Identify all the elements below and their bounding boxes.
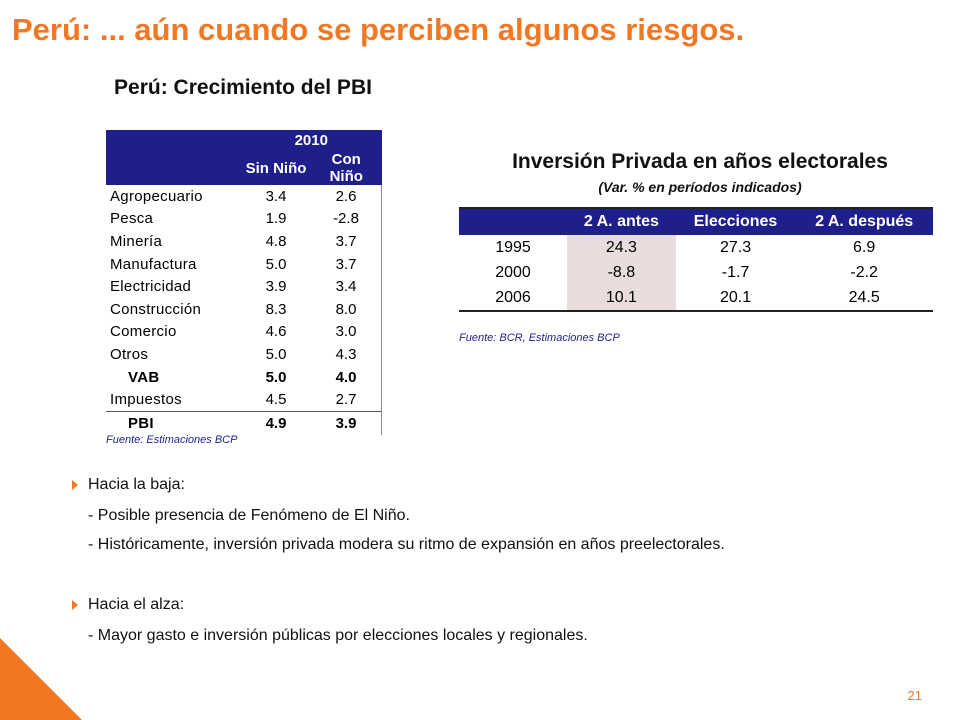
table-row: Comercio 4.6 3.0 — [106, 320, 382, 344]
cell-con-nino: 3.7 — [311, 230, 382, 253]
cell-con-nino: 4.3 — [311, 343, 382, 366]
cell-elecciones: 27.3 — [719, 238, 752, 256]
pbi-header-sin-nino: Sin Niño — [241, 151, 311, 185]
arrow-right-icon — [72, 480, 78, 490]
table-row: Construcción 8.3 8.0 — [106, 297, 382, 321]
inversion-table: 2 A. antes Elecciones 2 A. después 1995 2… — [459, 207, 933, 312]
cell-sin-nino: 4.5 — [265, 391, 287, 409]
cell-sin-nino: 5.0 — [265, 345, 287, 363]
inversion-table-subtitle: (Var. % en períodos indicados) — [598, 179, 802, 195]
pbi-header-con-nino: Con Niño — [311, 151, 382, 185]
cell-antes: -8.8 — [567, 260, 676, 285]
row-label: PBI — [106, 410, 241, 435]
cell-year: 1995 — [495, 238, 531, 256]
cell-con-nino: 3.7 — [311, 252, 382, 276]
cell-con-nino: -2.8 — [311, 207, 382, 231]
cell-con-nino: 2.7 — [311, 388, 382, 412]
table-row: Minería 4.8 3.7 — [106, 230, 382, 253]
bullet-item: - Mayor gasto e inversión públicas por e… — [88, 627, 588, 644]
cell-sin-nino: 5.0 — [265, 368, 287, 386]
cell-year: 2006 — [459, 285, 567, 312]
row-label: Otros — [110, 345, 149, 363]
pbi-header-blank — [106, 130, 241, 185]
table-row: Otros 5.0 4.3 — [106, 343, 382, 366]
row-label: Impuestos — [110, 391, 182, 409]
inversion-header-row: 2 A. antes Elecciones 2 A. después — [459, 207, 933, 235]
bullet-heading: Hacia la baja: — [88, 476, 185, 493]
page-number: 21 — [907, 688, 922, 703]
row-label: Minería — [110, 232, 163, 250]
row-label: Comercio — [110, 323, 177, 341]
cell-sin-nino: 5.0 — [265, 255, 287, 273]
inversion-source-note: Fuente: BCR, Estimaciones BCP — [459, 332, 620, 344]
table-row: Manufactura 5.0 3.7 — [106, 252, 382, 276]
table-row: 2000 -8.8 -1.7 -2.2 — [459, 260, 933, 285]
cell-elecciones: -1.7 — [721, 263, 750, 281]
corner-decoration — [0, 638, 82, 720]
cell-con-nino: 3.4 — [311, 275, 382, 298]
inversion-header-year — [459, 207, 567, 235]
pbi-header-year: 2010 — [241, 130, 382, 151]
inversion-header-elecciones: Elecciones — [675, 207, 796, 235]
slide-title: Perú: ... aún cuando se perciben algunos… — [12, 12, 745, 47]
pbi-growth-table: 2010 Sin Niño Con Niño Agropecuario 3.4 2.… — [106, 130, 382, 435]
cell-con-nino: 3.0 — [311, 320, 382, 344]
cell-con-nino: 2.6 — [311, 185, 382, 208]
cell-despues: -2.2 — [850, 263, 878, 281]
cell-antes: 10.1 — [567, 285, 676, 312]
pbi-source-note: Fuente: Estimaciones BCP — [106, 434, 238, 446]
table-row-pbi-total: PBI 4.9 3.9 — [106, 410, 382, 435]
cell-sin-nino: 3.9 — [265, 278, 287, 296]
cell-sin-nino: 8.3 — [265, 300, 287, 318]
cell-year: 2000 — [495, 263, 531, 281]
arrow-right-icon — [72, 600, 78, 610]
cell-sin-nino: 4.6 — [265, 323, 287, 341]
table-row: Agropecuario 3.4 2.6 — [106, 185, 382, 208]
bullet-heading: Hacia el alza: — [88, 596, 185, 613]
cell-con-nino: 8.0 — [311, 297, 382, 321]
inversion-header-despues: 2 A. después — [795, 207, 933, 235]
cell-despues: 24.5 — [795, 285, 933, 312]
cell-sin-nino: 4.8 — [265, 232, 287, 250]
inversion-table-title: Inversión Privada en años electorales — [512, 150, 888, 173]
table-row: Electricidad 3.9 3.4 — [106, 275, 382, 298]
table-row: 2006 10.1 20.1 24.5 — [459, 285, 933, 312]
inversion-header-antes: 2 A. antes — [567, 207, 676, 235]
row-label: Construcción — [110, 300, 202, 318]
table-row: 1995 24.3 27.3 6.9 — [459, 235, 933, 260]
row-label: Electricidad — [110, 278, 192, 296]
cell-sin-nino: 1.9 — [265, 210, 287, 228]
bullet-hacia-el-alza: Hacia el alza: — [70, 592, 932, 618]
pbi-table-title: Perú: Crecimiento del PBI — [114, 76, 372, 99]
row-label: VAB — [128, 368, 160, 386]
table-row-vab: VAB 5.0 4.0 — [106, 365, 382, 389]
cell-sin-nino: 3.4 — [265, 187, 287, 205]
cell-con-nino: 4.0 — [311, 365, 382, 389]
table-row: Pesca 1.9 -2.8 — [106, 207, 382, 231]
cell-antes: 24.3 — [567, 235, 676, 260]
bullet-item: - Históricamente, inversión privada mode… — [88, 536, 725, 553]
risk-bullets: Hacia la baja: - Posible presencia de Fe… — [70, 470, 932, 647]
row-label: Agropecuario — [110, 187, 203, 205]
cell-elecciones: 20.1 — [675, 285, 796, 312]
cell-con-nino: 3.9 — [311, 410, 382, 435]
bullet-hacia-la-baja: Hacia la baja: — [70, 472, 932, 498]
table-row: Impuestos 4.5 2.7 — [106, 388, 382, 412]
row-label: Pesca — [110, 210, 154, 228]
cell-sin-nino: 4.9 — [241, 410, 311, 435]
pbi-header-row-year: 2010 — [106, 130, 382, 185]
cell-despues: 6.9 — [853, 238, 876, 256]
row-label: Manufactura — [110, 255, 197, 273]
bullet-item: - Posible presencia de Fenómeno de El Ni… — [88, 507, 410, 524]
pbi-header-row-scenarios: Sin Niño Con Niño — [106, 151, 382, 185]
